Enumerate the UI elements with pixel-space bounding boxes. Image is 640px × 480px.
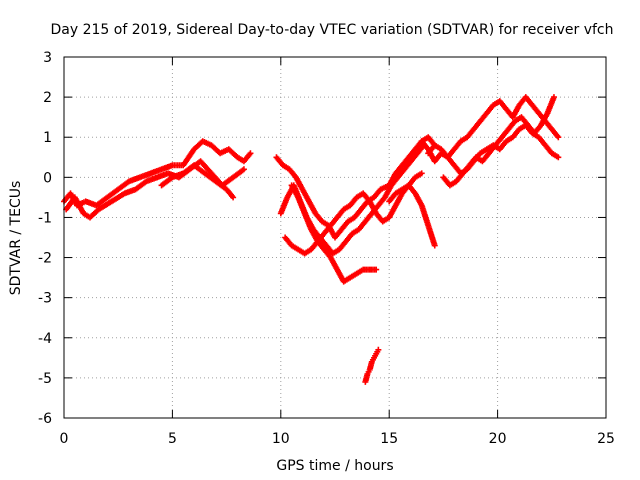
x-tick-label: 10 — [272, 431, 290, 447]
data-point — [555, 154, 562, 161]
y-tick-label: 3 — [43, 50, 52, 66]
y-tick-label: -1 — [38, 210, 52, 226]
series-track-5 — [277, 142, 427, 257]
data-point — [418, 170, 425, 177]
series-track-7 — [282, 170, 425, 257]
y-tick-label: 2 — [43, 90, 52, 106]
data-point — [431, 242, 438, 249]
x-tick-label: 0 — [60, 431, 69, 447]
grid — [64, 57, 606, 418]
data-point — [375, 346, 382, 353]
series-track-6 — [288, 182, 380, 285]
series-track-12 — [440, 94, 557, 189]
y-tick-label: -5 — [38, 371, 52, 387]
x-tick-label: 5 — [168, 431, 177, 447]
y-tick-label: -4 — [38, 331, 52, 347]
y-tick-label: -6 — [38, 411, 52, 427]
data-points — [61, 94, 562, 385]
y-axis-label: SDTVAR / TECUs — [8, 181, 24, 296]
data-point — [240, 166, 247, 173]
series-track-9 — [386, 182, 438, 249]
chart-title: Day 215 of 2019, Sidereal Day-to-day VTE… — [50, 22, 613, 38]
x-tick-label: 15 — [380, 431, 398, 447]
x-tick-label: 25 — [597, 431, 615, 447]
series-track-3 — [158, 162, 237, 201]
data-point — [555, 134, 562, 141]
data-point — [247, 150, 254, 157]
y-tick-label: -3 — [38, 291, 52, 307]
series-track-2 — [63, 158, 247, 221]
data-point — [550, 94, 557, 101]
x-tick-label: 20 — [489, 431, 507, 447]
series-track-11 — [425, 94, 562, 161]
data-point — [373, 266, 380, 273]
y-tick-label: 1 — [43, 130, 52, 146]
series-track-8 — [362, 346, 382, 385]
y-tick-label: -2 — [38, 251, 52, 267]
y-tick-label: 0 — [43, 170, 52, 186]
plot-frame — [63, 56, 607, 419]
x-axis-label: GPS time / hours — [276, 458, 393, 474]
series-track-1 — [61, 138, 254, 209]
data-point — [230, 194, 237, 201]
